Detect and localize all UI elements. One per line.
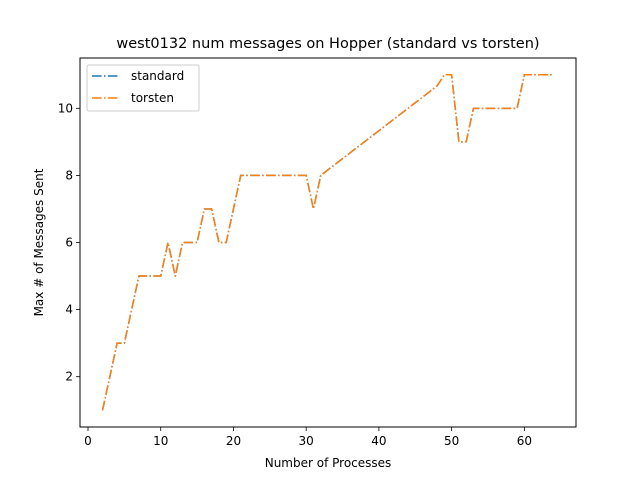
y-axis-label: Max # of Messages Sent <box>32 168 46 316</box>
series-line-torsten <box>101 74 554 411</box>
legend: standard torsten <box>86 64 200 112</box>
y-axis: 2 4 6 8 10 <box>58 101 80 384</box>
x-tick-label: 50 <box>444 434 459 448</box>
x-tick-label: 0 <box>84 434 92 448</box>
x-axis-label: Number of Processes <box>265 456 392 470</box>
x-tick-label: 30 <box>299 434 314 448</box>
x-axis: 0 10 20 30 40 50 60 <box>84 427 532 448</box>
series-line-standard <box>101 74 554 411</box>
x-tick-label: 60 <box>517 434 532 448</box>
x-tick-label: 40 <box>371 434 386 448</box>
legend-label-standard: standard <box>131 69 184 83</box>
y-tick-label: 2 <box>65 370 73 384</box>
legend-label-torsten: torsten <box>131 91 174 105</box>
y-tick-label: 10 <box>58 101 73 115</box>
chart-title: west0132 num messages on Hopper (standar… <box>116 36 539 52</box>
y-tick-label: 4 <box>65 303 73 317</box>
y-tick-label: 6 <box>65 236 73 250</box>
plot-frame <box>79 57 577 428</box>
x-tick-label: 10 <box>153 434 168 448</box>
y-tick-label: 8 <box>65 168 73 182</box>
series-layer <box>101 74 554 411</box>
x-tick-label: 20 <box>226 434 241 448</box>
